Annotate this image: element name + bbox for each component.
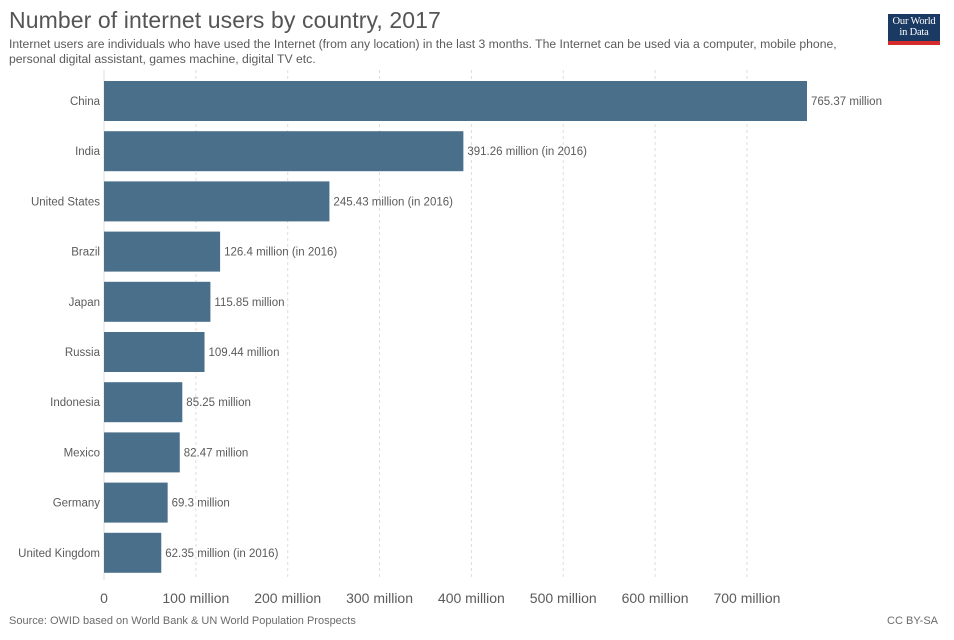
owid-logo[interactable]: Our World in Data: [888, 14, 940, 45]
bar[interactable]: [104, 332, 205, 372]
bar[interactable]: [104, 432, 180, 473]
category-label: Germany: [53, 498, 101, 510]
x-tick-label: 500 million: [530, 590, 597, 606]
category-label: Indonesia: [50, 397, 100, 409]
logo-line-2: in Data: [899, 27, 929, 38]
category-label: Brazil: [71, 247, 100, 259]
category-label: India: [75, 146, 101, 158]
value-label: 85.25 million: [186, 397, 251, 409]
x-tick-label: 700 million: [713, 590, 780, 606]
value-label: 391.26 million (in 2016): [467, 146, 587, 158]
bar[interactable]: [104, 281, 211, 322]
category-label: Japan: [69, 297, 100, 309]
value-label: 69.3 million: [172, 498, 230, 510]
category-label: China: [70, 96, 101, 108]
source-note: Source: OWID based on World Bank & UN Wo…: [9, 615, 356, 627]
category-label: Russia: [65, 347, 101, 359]
x-tick-label: 0: [100, 590, 108, 606]
bar[interactable]: [104, 382, 183, 423]
value-label: 109.44 million: [209, 347, 280, 359]
value-label: 126.4 million (in 2016): [224, 247, 337, 259]
x-tick-label: 100 million: [162, 590, 229, 606]
x-tick-label: 200 million: [254, 590, 321, 606]
bars: [104, 81, 807, 573]
bar[interactable]: [104, 231, 221, 272]
chart-title: Number of internet users by country, 201…: [9, 7, 441, 33]
bar[interactable]: [104, 482, 168, 523]
value-label: 115.85 million: [214, 297, 284, 309]
value-label: 245.43 million (in 2016): [333, 196, 453, 208]
category-label: United States: [31, 196, 100, 208]
x-tick-label: 400 million: [438, 590, 505, 606]
category-label: United Kingdom: [18, 548, 100, 560]
bar[interactable]: [104, 532, 162, 573]
bar-chart: China India United States Brazil Japan Russia…: [18, 70, 882, 606]
logo-line-1: Our World: [892, 16, 936, 27]
value-label: 765.37 million: [811, 96, 882, 108]
x-tick-label: 600 million: [622, 590, 689, 606]
bar[interactable]: [104, 81, 807, 121]
value-label: 62.35 million (in 2016): [165, 548, 278, 560]
category-labels: China India United States Brazil Japan Russia…: [18, 96, 100, 560]
category-label: Mexico: [64, 447, 100, 459]
value-label: 82.47 million: [184, 447, 249, 459]
bar[interactable]: [104, 131, 464, 172]
x-axis-ticks: 0 100 million 200 million 300 million 400 mi…: [100, 590, 780, 606]
x-tick-label: 300 million: [346, 590, 413, 606]
value-labels: 765.37 million 391.26 million (in 2016) 24…: [165, 96, 882, 560]
chart-subtitle: Internet users are individuals who have …: [9, 37, 837, 66]
license-link[interactable]: CC BY-SA: [887, 615, 938, 627]
bar[interactable]: [104, 181, 330, 222]
